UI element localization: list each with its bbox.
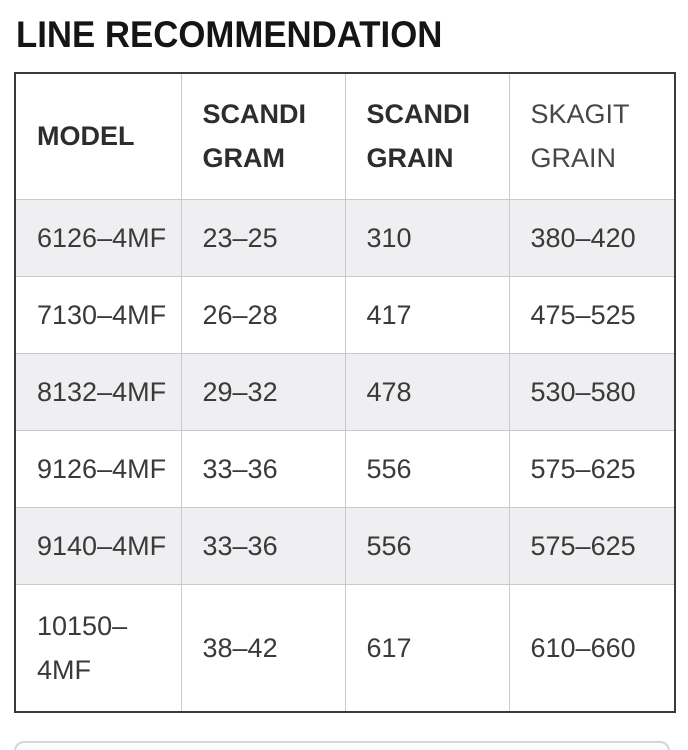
cell-skagit-grain: 530–580 [508,352,676,431]
table-header: MODEL SCANDI GRAM SCANDI GRAIN SKAGIT GR… [14,72,676,200]
cell-scandi-grain: 417 [344,275,510,354]
cell-scandi-grain: 556 [344,506,510,585]
cell-model: 7130–4MF [14,275,182,354]
cell-model: 6126–4MF [14,198,182,277]
cell-skagit-grain: 380–420 [508,198,676,277]
cell-scandi-grain: 478 [344,352,510,431]
cell-scandi-grain: 556 [344,429,510,508]
table-row: 7130–4MF 26–28 417 475–525 [14,275,676,354]
header-row: MODEL SCANDI GRAM SCANDI GRAIN SKAGIT GR… [14,72,676,200]
cell-skagit-grain: 575–625 [508,506,676,585]
cell-scandi-gram: 38–42 [180,583,346,713]
cell-scandi-gram: 29–32 [180,352,346,431]
next-section-card[interactable] [14,741,670,750]
column-header-skagit-grain: SKAGIT GRAIN [508,72,676,200]
table-row: 9126–4MF 33–36 556 575–625 [14,429,676,508]
table-body: 6126–4MF 23–25 310 380–420 7130–4MF 26–2… [14,198,676,713]
cell-scandi-gram: 26–28 [180,275,346,354]
column-header-model: MODEL [14,72,182,200]
table-row: 9140–4MF 33–36 556 575–625 [14,506,676,585]
cell-model: 8132–4MF [14,352,182,431]
line-recommendation-table: MODEL SCANDI GRAM SCANDI GRAIN SKAGIT GR… [14,72,676,713]
cell-scandi-grain: 617 [344,583,510,713]
table-row: 6126–4MF 23–25 310 380–420 [14,198,676,277]
cell-scandi-gram: 33–36 [180,429,346,508]
table-row: 10150–4MF 38–42 617 610–660 [14,583,676,713]
column-header-scandi-gram: SCANDI GRAM [180,72,346,200]
table-row: 8132–4MF 29–32 478 530–580 [14,352,676,431]
cell-skagit-grain: 575–625 [508,429,676,508]
cell-scandi-grain: 310 [344,198,510,277]
page-title: LINE RECOMMENDATION [16,14,443,55]
column-header-scandi-grain: SCANDI GRAIN [344,72,510,200]
cell-model: 10150–4MF [14,583,182,713]
cell-scandi-gram: 23–25 [180,198,346,277]
cell-skagit-grain: 610–660 [508,583,676,713]
cell-model: 9140–4MF [14,506,182,585]
cell-model: 9126–4MF [14,429,182,508]
cell-scandi-gram: 33–36 [180,506,346,585]
cell-skagit-grain: 475–525 [508,275,676,354]
